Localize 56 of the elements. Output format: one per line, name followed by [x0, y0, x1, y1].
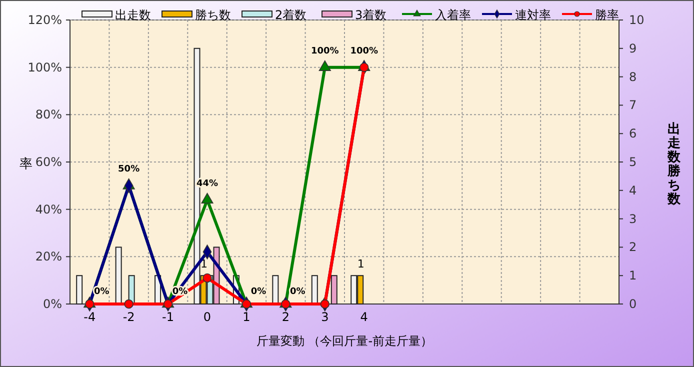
y2-tick-label: 8 [629, 70, 637, 84]
x-axis-title: 斤量変動 （今回斤量-前走斤量） [256, 334, 433, 348]
x-tick-label: -2 [122, 310, 135, 324]
y2-tick-label: 0 [629, 297, 637, 311]
y2-tick-label: 7 [629, 98, 637, 112]
point [318, 60, 331, 71]
legend-label: 3着数 [355, 8, 387, 22]
y2-tick-label: 1 [629, 268, 637, 283]
y-tick-label: 120% [28, 13, 62, 27]
y-tick-label: 80% [35, 108, 62, 122]
y-tick-label: 0% [42, 297, 62, 311]
bar [330, 275, 338, 304]
data-label: 100% [310, 46, 339, 56]
y-tick-label: 20% [35, 250, 62, 264]
y-tick-label: 40% [35, 202, 62, 216]
y-axis-title: 率 [20, 156, 32, 172]
point [202, 273, 212, 283]
data-label: 50% [118, 164, 140, 175]
x-tick-label: 1 [242, 310, 250, 324]
y2-tick-label: 3 [629, 212, 637, 226]
y-tick-label: 60% [35, 155, 62, 169]
data-label: 1 [357, 258, 364, 271]
data-label: 100% [350, 46, 378, 56]
point [163, 299, 173, 309]
x-tick-label: 4 [360, 310, 368, 324]
y2-tick-label: 4 [629, 183, 637, 198]
point [124, 299, 134, 309]
bar [272, 275, 279, 304]
data-label: 0% [94, 287, 110, 297]
point [320, 299, 330, 309]
y2-tick-label: 9 [629, 41, 637, 56]
x-tick-label: -1 [162, 310, 174, 324]
point [242, 299, 252, 309]
y-tick-label: 100% [28, 60, 62, 74]
x-tick-label: 0 [203, 310, 212, 324]
y2-tick-label: 10 [629, 13, 644, 27]
x-tick-label: 3 [321, 310, 329, 324]
legend-label: 出走数 [115, 8, 151, 22]
y2-axis-title: 出走数勝ち数 [666, 122, 682, 207]
legend-label: 連対率 [515, 8, 551, 22]
data-label: 0% [290, 287, 306, 297]
x-tick-label: 2 [282, 310, 290, 324]
point [201, 192, 214, 204]
data-label: 0% [250, 287, 266, 297]
bar [76, 275, 83, 304]
bar [115, 246, 122, 304]
y2-tick-label: 6 [629, 126, 637, 141]
bar [311, 275, 318, 304]
legend-label: 入着率 [435, 8, 471, 22]
x-tick-label: -4 [84, 310, 96, 324]
y2-tick-label: 2 [629, 240, 637, 254]
y2-tick-label: 5 [629, 155, 637, 169]
legend-label: 勝ち数 [195, 8, 231, 22]
legend-label: 勝率 [595, 8, 619, 22]
legend-label: 2着数 [275, 8, 307, 22]
data-label: 0% [172, 287, 188, 297]
